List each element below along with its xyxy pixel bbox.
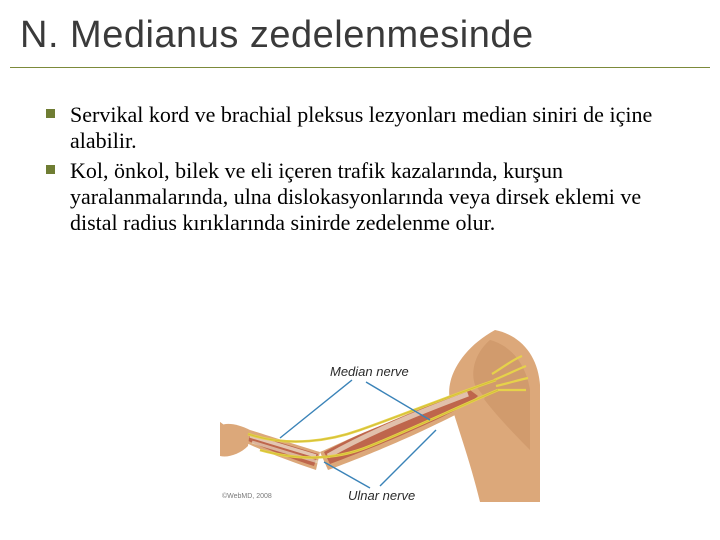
figure-label-median: Median nerve	[330, 364, 409, 379]
slide: N. Medianus zedelenmesinde Servikal kord…	[0, 0, 720, 540]
figure-copyright: ©WebMD, 2008	[222, 492, 272, 500]
anatomy-svg: Median nerve Ulnar nerve ©WebMD, 2008	[220, 330, 540, 502]
figure-label-ulnar: Ulnar nerve	[348, 488, 415, 502]
bullet-item: Servikal kord ve brachial pleksus lezyon…	[40, 102, 680, 154]
anatomy-figure: Median nerve Ulnar nerve ©WebMD, 2008	[220, 330, 540, 502]
bullet-list: Servikal kord ve brachial pleksus lezyon…	[40, 102, 680, 236]
slide-body: Servikal kord ve brachial pleksus lezyon…	[0, 68, 720, 236]
bullet-item: Kol, önkol, bilek ve eli içeren trafik k…	[40, 158, 680, 236]
slide-title: N. Medianus zedelenmesinde	[0, 0, 720, 63]
